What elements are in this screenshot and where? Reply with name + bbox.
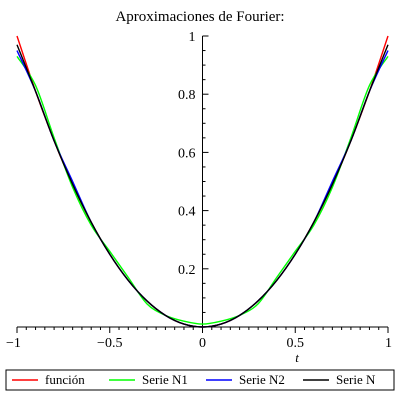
chart-title: Aproximaciones de Fourier: — [115, 9, 284, 25]
x-axis-label: t — [295, 350, 299, 365]
legend: función Serie N1 Serie N2 Serie N — [6, 370, 394, 390]
legend-label: Serie N1 — [142, 372, 188, 387]
x-tick-label: 0.5 — [287, 336, 305, 351]
x-tick-label: −0.5 — [97, 336, 122, 351]
y-tick-label: 0.4 — [178, 205, 196, 220]
y-tick-label: 0.6 — [178, 146, 196, 161]
x-tick-label: −1 — [6, 336, 21, 351]
y-tick-label: 0.2 — [178, 263, 196, 278]
x-tick-label: 1 — [385, 336, 392, 351]
x-tick-label: 0 — [199, 336, 206, 351]
y-tick-labels: 0.2 0.4 0.6 0.8 1 — [178, 30, 196, 278]
x-tick-labels: −1 −0.5 0 0.5 1 — [6, 336, 392, 351]
legend-label: Serie N2 — [239, 372, 285, 387]
legend-label: función — [45, 372, 85, 387]
y-tick-label: 1 — [189, 30, 196, 45]
legend-label: Serie N — [336, 372, 376, 387]
y-tick-label: 0.8 — [178, 88, 196, 103]
